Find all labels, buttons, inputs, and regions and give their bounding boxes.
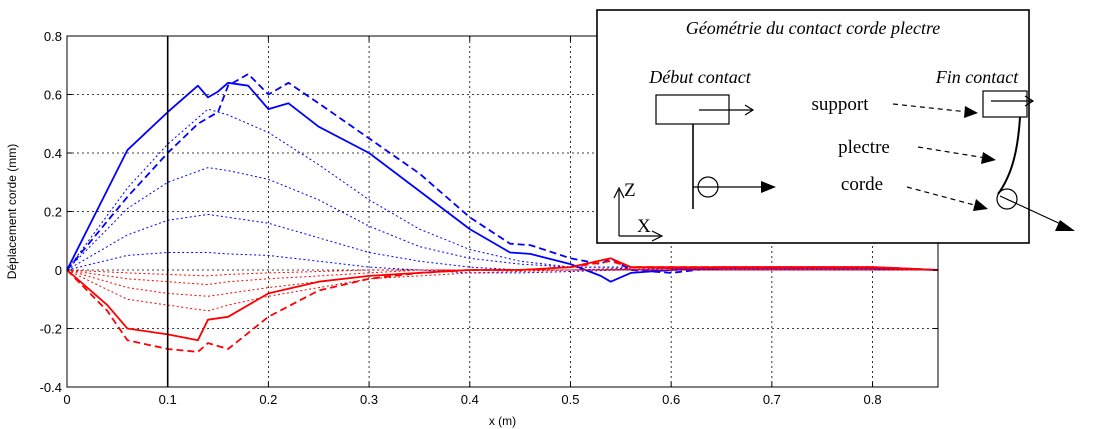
inset-frame — [596, 9, 1030, 244]
corde-label: corde — [841, 174, 883, 195]
series-line-9 — [66, 268, 939, 312]
x-tick-label: 0.7 — [763, 392, 781, 407]
plectre-label: plectre — [838, 137, 890, 158]
y-tick-label: -0.2 — [40, 322, 62, 337]
y-tick-label: -0.4 — [40, 380, 62, 395]
y-tick-label: 0.2 — [44, 205, 62, 220]
inset-title: Géométrie du contact corde plectre — [686, 18, 941, 38]
x-tick-label: 0.3 — [360, 392, 378, 407]
y-tick-label: 0.6 — [44, 88, 62, 103]
corde-pointer-head — [973, 199, 988, 211]
series-layer — [66, 73, 939, 353]
x-axis-arrowhead — [651, 230, 664, 242]
corde-pointer — [906, 186, 979, 207]
x-tick-label: 0.6 — [662, 392, 680, 407]
series-line-10 — [66, 268, 939, 297]
end-support-block — [982, 90, 1028, 118]
support-pointer-head — [964, 106, 978, 118]
x-axis-label-inset: X — [637, 216, 651, 237]
series-line-12 — [66, 269, 938, 277]
plectre-pointer — [917, 146, 987, 159]
start-support-arrowhead — [744, 104, 755, 116]
end-string-arrow — [999, 195, 1066, 227]
start-contact-label: Début contact — [648, 67, 751, 87]
support-label: support — [812, 94, 870, 115]
end-string-circle — [996, 188, 1018, 210]
end-support-arrowhead — [1024, 95, 1035, 107]
y-axis-label: Déplacement corde (mm) — [5, 144, 19, 279]
x-tick-label: 0.1 — [159, 392, 177, 407]
ticks: 0 0.1 0.2 0.3 0.4 0.5 0.6 0.7 0.8 -0.4 -0.2 0 0.2 0.4… — [40, 29, 938, 407]
z-axis-arrowhead — [613, 186, 625, 199]
x-tick-label: 0.4 — [461, 392, 479, 407]
y-tick-label: 0.4 — [44, 146, 62, 161]
y-tick-label: 0.8 — [44, 29, 62, 44]
series-line-11 — [66, 269, 938, 286]
end-string-arrowhead — [1055, 220, 1075, 231]
end-plectre-curve — [997, 116, 1021, 195]
z-axis-label: Z — [624, 180, 636, 201]
start-string-arrowhead — [761, 181, 776, 193]
support-pointer — [892, 103, 969, 113]
x-tick-label: 0.5 — [561, 392, 579, 407]
x-tick-label: 0.8 — [864, 392, 882, 407]
x-tick-label: 0 — [63, 392, 70, 407]
x-tick-label: 0.2 — [259, 392, 277, 407]
end-contact-label: Fin contact — [935, 67, 1019, 87]
plectre-pointer-head — [981, 152, 996, 164]
series-line-4 — [66, 167, 939, 271]
y-tick-label: 0 — [55, 263, 62, 278]
series-line-5 — [66, 213, 938, 271]
inset-diagram: Géométrie du contact corde plectre Début… — [596, 9, 1075, 244]
series-line-8 — [66, 260, 939, 353]
series-line-3 — [66, 108, 939, 271]
series-line-7 — [66, 257, 939, 342]
x-axis-label: x (m) — [489, 414, 516, 428]
